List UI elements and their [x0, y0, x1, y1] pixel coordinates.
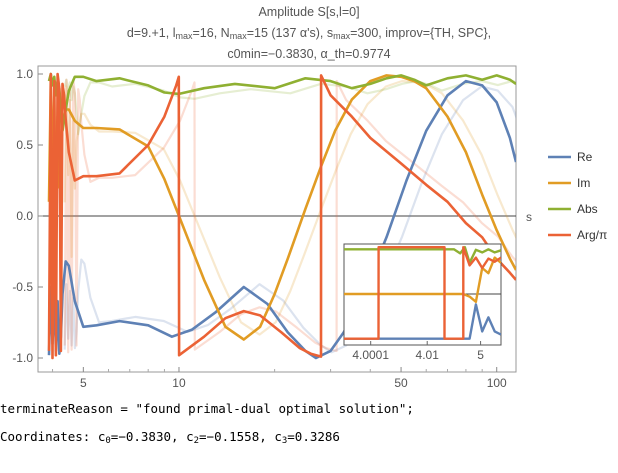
y-tick-label: 0.5: [16, 138, 33, 152]
chart-title-block: Amplitude S[s,l=0] d=9.+1, lmax=16, Nmax…: [0, 0, 618, 65]
legend-label: Arg/π: [577, 228, 607, 242]
x-tick-label: 50: [394, 376, 408, 390]
ghost-series-line: [63, 78, 516, 136]
coefficient-c2: c2=−0.1558: [186, 429, 260, 446]
y-tick-label: 1.0: [16, 67, 33, 81]
y-tick-label: 0.0: [16, 209, 33, 223]
y-tick-label: -0.5: [12, 280, 33, 294]
inset-series-line: [344, 246, 501, 340]
coefficient-c0: c0=−0.3830: [97, 429, 172, 446]
ghost-series-line: [63, 79, 516, 336]
x-tick-label: 100: [487, 376, 507, 390]
plot-frame: [37, 65, 517, 373]
legend: Re Im Abs Arg/π: [548, 150, 607, 242]
series-line: [47, 72, 516, 360]
x-axis-label: s: [526, 210, 532, 224]
x-tick-label: 5: [80, 376, 87, 390]
ghost-series-line: [63, 78, 516, 354]
legend-label: Re: [577, 150, 593, 164]
x-tick-label: 10: [172, 376, 186, 390]
amplitude-chart: 5 10 50 100 -1.0 -0.5 0.0 0.5 1.0 s 4.0001 4.01 5 …: [12, 65, 607, 390]
series-line: [47, 72, 516, 133]
inset-tick-label: 4.0001: [352, 348, 389, 362]
terminate-reason-line: terminateReason = "found primal-dual opt…: [0, 401, 414, 416]
inset-ticks-layer: 4.0001 4.01 5: [352, 341, 484, 362]
inset-tick-label: 4.01: [416, 348, 440, 362]
series-line: [47, 79, 516, 360]
axes-layer: 5 10 50 100 -1.0 -0.5 0.0 0.5 1.0: [12, 67, 507, 390]
ghost-series-line: [63, 85, 516, 354]
chart-subtitle-1: d=9.+1, lmax=16, Nmax=15 (137 α's), smax…: [126, 26, 492, 41]
y-tick-label: -1.0: [12, 351, 33, 365]
coordinates-prefix: Coordinates:: [0, 429, 98, 444]
coefficient-c3: c3=0.3286: [274, 429, 340, 446]
chart-subtitle-2: c0min=−0.3830, α_th=0.9774: [227, 47, 391, 61]
inset-tick-label: 5: [477, 348, 484, 362]
coordinates-line: Coordinates: c0=−0.3830, c2=−0.1558, c3=…: [0, 429, 340, 446]
legend-label: Im: [577, 176, 590, 190]
ghost-series-layer: [63, 78, 516, 354]
legend-label: Abs: [577, 202, 598, 216]
chart-title: Amplitude S[s,l=0]: [258, 5, 360, 19]
inset-series-layer: [344, 246, 501, 340]
series-layer: [47, 72, 516, 360]
